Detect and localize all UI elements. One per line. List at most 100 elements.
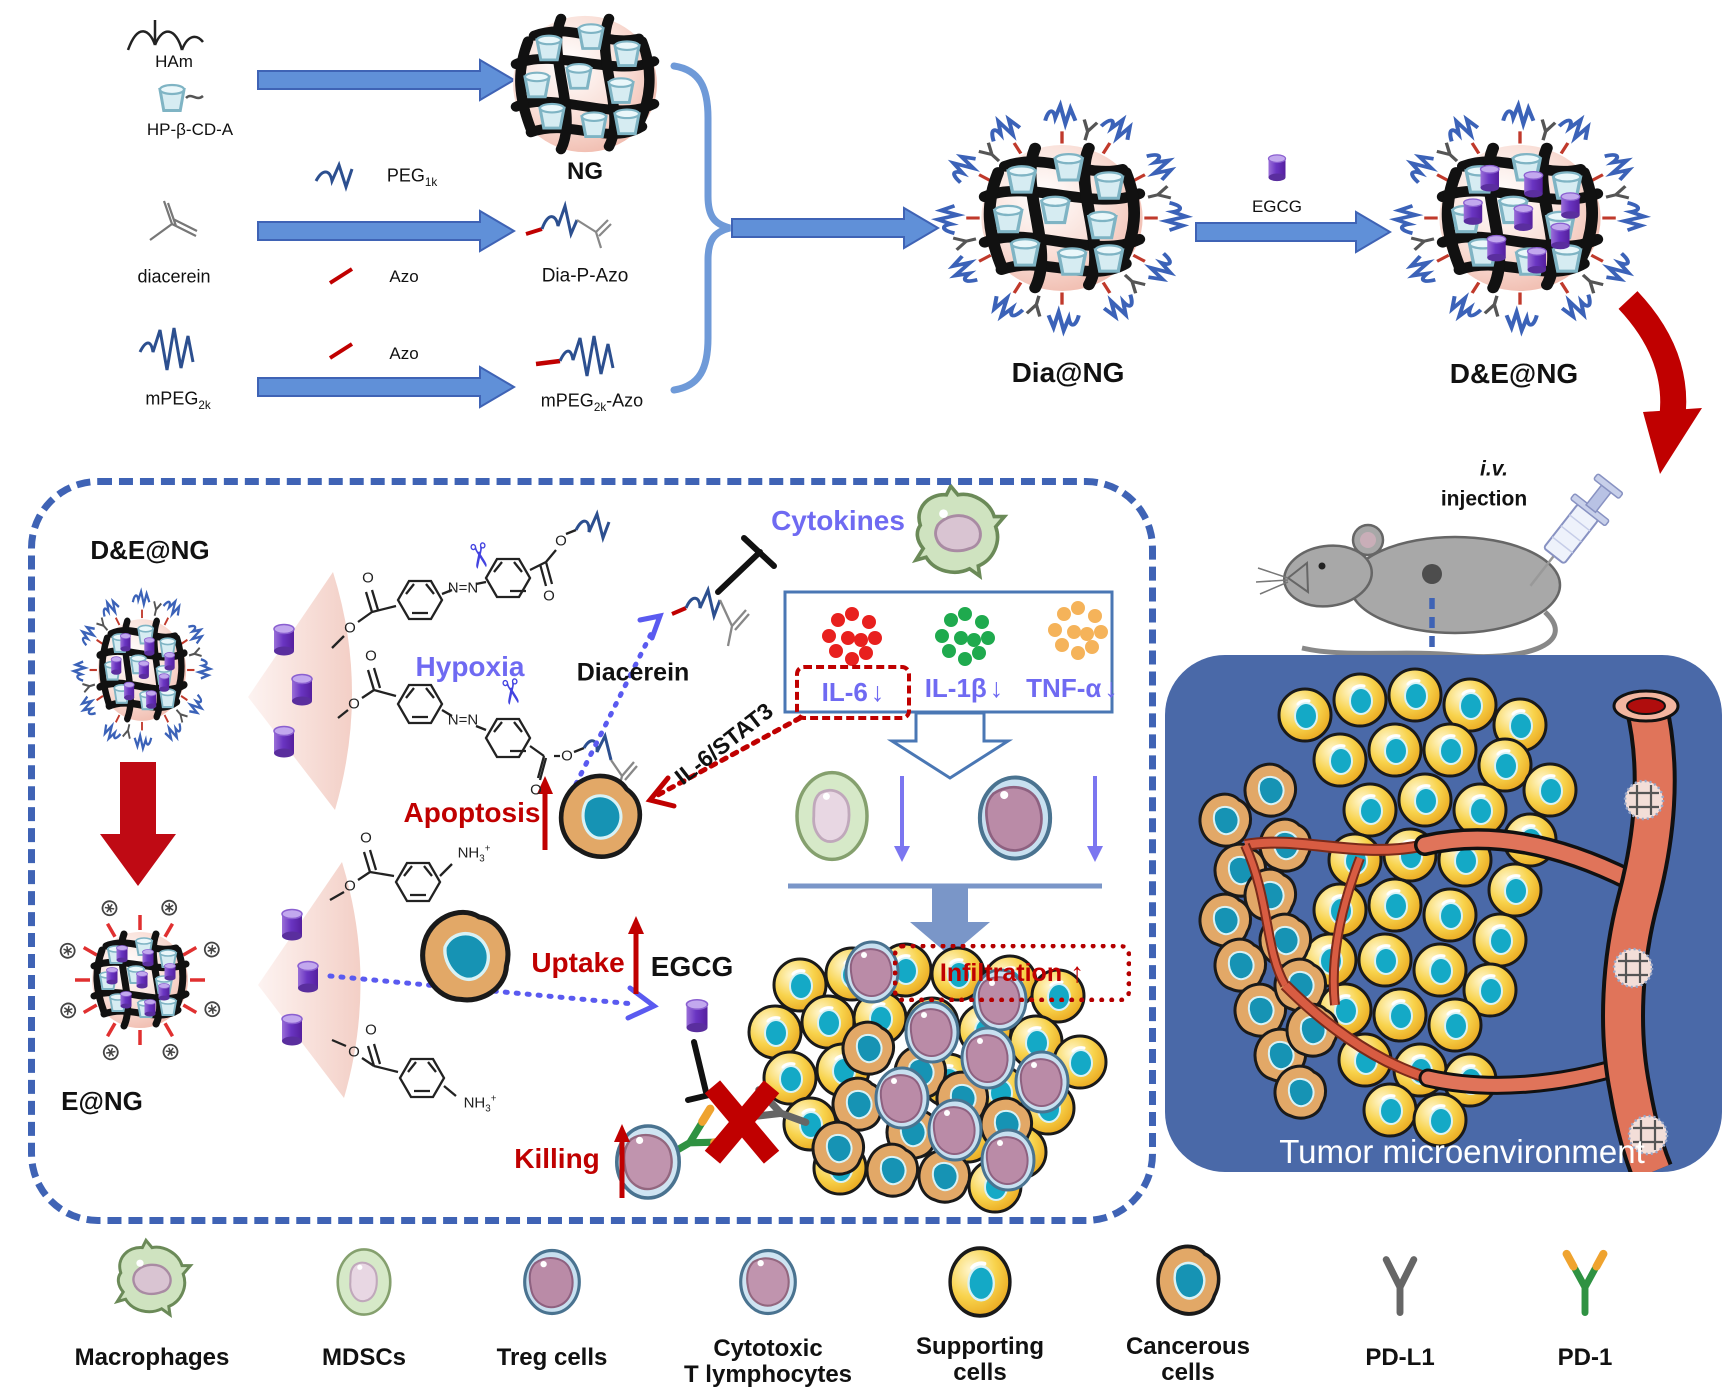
red-curved-arrow (1618, 291, 1702, 474)
ng-label: NG (567, 158, 603, 186)
legend-label-supporting: Supporting cells (916, 1333, 1044, 1386)
mpeg2k-label: mPEG2k (145, 388, 211, 412)
hp-b-cd-a-icon (158, 83, 204, 112)
legend-label-macrophages: Macrophages (74, 1344, 230, 1372)
uptake-up-arrow (628, 916, 644, 994)
il1b-label: IL-1β (924, 673, 987, 703)
infiltration-up-arrow: ↑ (1070, 957, 1085, 988)
killing-label: Killing (514, 1142, 600, 1174)
merge-brace (670, 62, 731, 394)
legend-label-pdl1: PD-L1 (1365, 1344, 1435, 1372)
legend-label-treg: Treg cells (496, 1344, 608, 1372)
cytokines-label: Cytokines (771, 504, 905, 536)
mech-deng-label: D&E@NG (90, 534, 210, 565)
il6-down-arrow: ↓ (870, 677, 885, 707)
arrow-ham-to-ng (257, 58, 516, 102)
mech-eng-label: E@NG (61, 1085, 143, 1116)
azo-structure-2 (337, 667, 638, 793)
mpeg2k-icon (138, 327, 195, 371)
ham-icon (126, 20, 204, 51)
atom-o: O (344, 619, 356, 637)
hypoxia-release-arrow (573, 612, 664, 787)
diacerein-icon (149, 200, 198, 241)
il1b-down-arrow: ↓ (989, 673, 1004, 703)
tme-label: Tumor microenvironment (1279, 1133, 1645, 1171)
tnfa-label: TNF-α (1026, 673, 1102, 703)
ctl-legend-icon (739, 1248, 797, 1316)
iv-label: i.v. (1479, 457, 1509, 481)
il6-highlight-box: IL-6 ↓ (795, 665, 911, 720)
diacerein-label: diacerein (137, 266, 211, 287)
hpbcda-label: HP-β-CD-A (146, 119, 234, 139)
pdl1-legend-icon (1386, 1260, 1414, 1313)
arrow-egcg-loading (1195, 210, 1392, 254)
atom-o: O (561, 747, 573, 765)
amine-structure-b (331, 1038, 457, 1099)
thick-down-arrow (910, 886, 990, 956)
mouse (1255, 523, 1562, 660)
tme-vessels (1240, 689, 1680, 1172)
syringe-icon (1529, 473, 1624, 587)
dia-p-azo-icon (525, 200, 612, 249)
uptake-label: Uptake (531, 946, 625, 978)
mech-diacerein-label: Diacerein (576, 658, 690, 687)
infiltration-label: Infiltration (939, 958, 1063, 987)
cancerous-legend-icon (1156, 1244, 1221, 1316)
hypoxia-label: Hypoxia (415, 650, 525, 682)
azo-icon-2 (328, 342, 354, 360)
azo-icon-1 (328, 267, 354, 285)
atom-nh3: NH3+ (463, 1093, 497, 1115)
atom-o: O (365, 1021, 377, 1039)
ham-label: HAm (155, 51, 193, 71)
deng-top-label: D&E@NG (1449, 357, 1579, 389)
hollow-down-arrow (886, 711, 1014, 780)
decrease-arrows (894, 776, 1103, 862)
atom-o: O (530, 781, 542, 799)
egcg-top-label: EGCG (1251, 196, 1303, 216)
injection-label: injection (1440, 487, 1528, 511)
il6-label: IL-6 (821, 677, 868, 707)
red-down-arrow (100, 762, 176, 886)
atom-o: O (365, 647, 377, 665)
infiltration-box: Infiltration ↑ (893, 944, 1131, 1002)
azo-structure-1 (331, 509, 611, 649)
legend-label-ctl: Cytotoxic T lymphocytes (683, 1335, 853, 1388)
legend-icons (115, 1238, 1603, 1318)
azo-label-1: Azo (389, 266, 419, 286)
peg1k-label: PEG1k (386, 165, 438, 189)
inhibit-cytokines-bar (715, 535, 777, 595)
diang-label: Dia@NG (1011, 356, 1125, 388)
legend-label-mdscs: MDSCs (321, 1344, 407, 1372)
arrow-mpeg-to-mpegazo (257, 365, 516, 409)
atom-o: O (555, 532, 567, 550)
nanogel-ng (513, 16, 657, 152)
atom-o: O (348, 1043, 360, 1061)
atom-o: O (360, 829, 372, 847)
atom-nn: N=N (447, 711, 479, 729)
legend-label-pd1: PD-1 (1557, 1344, 1613, 1372)
tme-content (1198, 667, 1680, 1172)
atom-o: O (543, 587, 555, 605)
il1b-group: IL-1β ↓ (913, 665, 1015, 712)
atom-nh3: NH3+ (457, 843, 491, 865)
legend-label-cancerous: Cancerous cells (1125, 1333, 1251, 1386)
egcg-cylinder-top (1267, 154, 1287, 182)
mdsc-legend-icon (336, 1248, 392, 1316)
atom-nn: N=N (447, 579, 479, 597)
atom-o: O (344, 877, 356, 895)
nanogel-in-vessel (1612, 947, 1654, 989)
released-diacerein-icon (671, 585, 750, 647)
nanogel-diang (938, 106, 1187, 331)
mpeg2k-azo-icon (535, 335, 615, 377)
apoptosis-up-arrow (537, 776, 553, 850)
il6-stat3-arrow (645, 715, 803, 809)
injection-site-dot (1422, 564, 1442, 584)
atom-o: O (348, 695, 360, 713)
nanogel-deng (1396, 106, 1645, 331)
mech-egcg-label: EGCG (650, 950, 734, 982)
supporting-legend-icon (948, 1246, 1012, 1318)
tnfa-group: TNF-α ↓ (1018, 665, 1126, 712)
mechanism-box (28, 478, 1156, 1224)
